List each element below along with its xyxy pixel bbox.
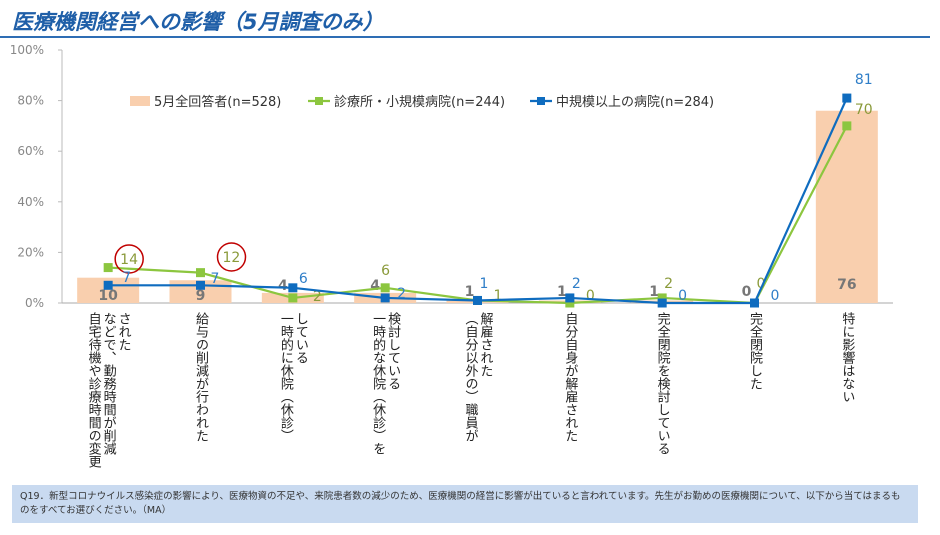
category-label: 自分自身が解雇された (562, 312, 578, 442)
y-tick-label: 0% (25, 296, 44, 310)
green-marker (657, 293, 667, 303)
bar-label: 0 (742, 284, 752, 300)
legend-label: 診療所・小規模病院(n=244) (334, 94, 505, 110)
legend-label: 中規模以上の病院(n=284) (556, 95, 714, 110)
green-data-label: 2 (664, 276, 673, 292)
bar-label: 1 (465, 284, 475, 300)
blue-data-label: 0 (678, 288, 687, 304)
blue-marker (565, 293, 575, 303)
green-marker (288, 293, 298, 303)
blue-marker (380, 293, 390, 303)
bar-label: 1 (649, 284, 659, 300)
blue-marker (750, 298, 759, 308)
category-label: （自分以外の）職員が 解雇された (462, 312, 493, 442)
question-note: Q19．新型コロナウイルス感染症の影響により、医療物資の不足や、来院患者数の減少… (12, 485, 918, 523)
green-data-label: 2 (313, 289, 322, 305)
category-label: 一時的に休院（休診） している (277, 312, 308, 442)
blue-data-label: 2 (572, 276, 581, 292)
bar-label: 10 (98, 288, 118, 304)
category-label: 特に影響はない (839, 312, 855, 403)
category-label: 自宅待機や診療時間の変更 などで、勤務時間が削減 された (85, 312, 131, 468)
legend-swatch-bar (130, 96, 150, 106)
blue-marker (657, 298, 667, 308)
blue-marker (288, 283, 298, 293)
blue-data-label: 6 (299, 271, 308, 287)
green-data-label: 1 (494, 288, 503, 304)
category-label: 給与の削減が行われた (193, 312, 208, 442)
legend-swatch-marker (537, 97, 545, 105)
green-data-label: 70 (855, 102, 873, 118)
green-data-label: 0 (586, 288, 595, 304)
blue-marker (196, 280, 205, 290)
highlight-circle (216, 242, 247, 272)
y-tick-label: 20% (17, 245, 44, 259)
green-marker (103, 263, 113, 273)
blue-data-label: 0 (771, 288, 780, 304)
bar-label: 4 (278, 278, 288, 294)
y-tick-label: 100% (10, 43, 44, 57)
legend-label: 5月全回答者(n=528) (154, 94, 281, 110)
title-divider (0, 36, 930, 38)
blue-data-label: 1 (480, 276, 489, 292)
page-title: 医療機関経営への影響（5月調査のみ） (12, 10, 384, 34)
blue-marker (842, 93, 852, 103)
bar-label: 76 (837, 277, 856, 293)
bar-label: 9 (196, 288, 206, 304)
highlight-circle (114, 244, 144, 274)
green-marker (196, 268, 205, 278)
y-tick-label: 80% (17, 94, 44, 108)
legend-swatch-marker (315, 97, 323, 105)
blue-data-label: 7 (211, 271, 220, 287)
bar-label: 4 (370, 278, 380, 294)
green-marker (842, 121, 852, 131)
bar-label: 1 (557, 284, 567, 300)
y-tick-label: 40% (17, 195, 44, 209)
category-label: 一時的な休院（休診）を 検討している (370, 312, 401, 455)
green-data-label: 14 (120, 252, 138, 268)
blue-data-label: 2 (397, 286, 406, 302)
category-label: 完全閉院した (747, 312, 762, 390)
green-marker (380, 283, 390, 293)
green-data-label: 0 (757, 276, 766, 292)
blue-marker (473, 295, 482, 305)
green-data-label: 6 (381, 263, 390, 279)
green-marker (565, 298, 575, 308)
blue-marker (103, 280, 113, 290)
bar (815, 110, 878, 303)
y-tick-label: 60% (17, 144, 44, 158)
blue-data-label: 7 (122, 270, 131, 286)
category-label: 完全閉院を検討している (654, 312, 670, 455)
green-data-label: 12 (223, 250, 241, 266)
blue-data-label: 81 (855, 72, 873, 88)
